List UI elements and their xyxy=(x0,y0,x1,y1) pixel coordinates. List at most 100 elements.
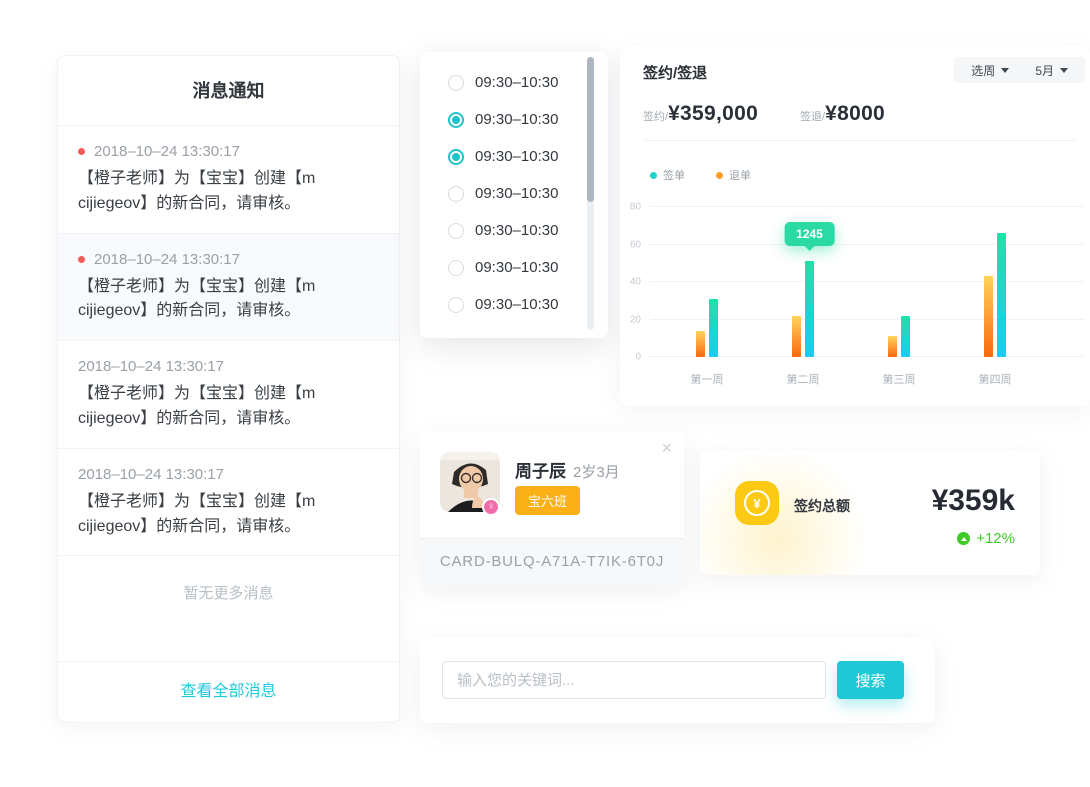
y-axis-tick: 0 xyxy=(635,351,641,363)
view-all-messages-link[interactable]: 查看全部消息 xyxy=(180,683,277,700)
legend-label: 退单 xyxy=(729,170,751,182)
time-option[interactable]: 09:30–10:30 xyxy=(420,138,608,175)
radio-icon[interactable] xyxy=(448,222,464,239)
y-axis-tick: 40 xyxy=(629,276,641,288)
time-option[interactable]: 09:30–10:30 xyxy=(420,101,608,138)
bar-signed[interactable] xyxy=(805,261,814,357)
time-option-label: 09:30–10:30 xyxy=(475,185,559,202)
message-timestamp: 2018–10–24 13:30:17 xyxy=(78,358,224,376)
student-name: 周子辰 2岁3月 xyxy=(515,457,620,482)
divider xyxy=(643,140,1076,141)
close-icon[interactable]: × xyxy=(661,438,672,458)
stat: 签约/¥359,000 xyxy=(643,102,758,126)
time-option[interactable]: 09:30–10:30 xyxy=(420,64,608,101)
message-list: 2018–10–24 13:30:17 【橙子老师】为【宝宝】创建【m cijie… xyxy=(58,126,399,557)
gender-female-icon: ♀ xyxy=(482,498,500,516)
message-item[interactable]: 2018–10–24 13:30:17 【橙子老师】为【宝宝】创建【m cijie… xyxy=(58,449,399,557)
time-option[interactable]: 09:30–10:30 xyxy=(420,212,608,249)
radio-icon[interactable] xyxy=(448,259,464,276)
messages-footer: 查看全部消息 xyxy=(58,661,399,722)
stat-label: 签约/ xyxy=(643,111,669,123)
unread-dot xyxy=(78,148,85,155)
chart-tooltip: 1245 xyxy=(784,222,835,247)
stat: 签退/¥8000 xyxy=(800,102,885,126)
chart-title: 签约/签退 xyxy=(643,65,708,82)
x-axis-label: 第四周 xyxy=(978,374,1012,386)
y-axis-tick: 60 xyxy=(629,239,641,250)
bar-refund[interactable] xyxy=(888,336,897,357)
legend-item-0[interactable]: 签单 xyxy=(650,167,685,183)
search-input[interactable] xyxy=(442,661,826,699)
messages-title: 消息通知 xyxy=(58,56,399,126)
bar-signed[interactable] xyxy=(997,233,1006,357)
filter-dropdown-1[interactable]: 5月 xyxy=(1022,62,1081,79)
no-more-messages-text: 暂无更多消息 xyxy=(183,585,274,603)
chart-legend: 签单 退单 xyxy=(643,167,1090,183)
filter-label: 5月 xyxy=(1035,63,1054,78)
time-option[interactable]: 09:30–10:30 xyxy=(420,175,608,212)
time-option[interactable]: 09:30–10:30 xyxy=(420,286,608,323)
student-profile-card: × ♀ 周子辰 2岁3月 宝六班 CARD-BULQ-A71A-T7IK-6T0J xyxy=(420,432,684,585)
time-option-label: 09:30–10:30 xyxy=(475,74,559,91)
message-item[interactable]: 2018–10–24 13:30:17 【橙子老师】为【宝宝】创建【m cijie… xyxy=(58,233,399,342)
stat-value: ¥359,000 xyxy=(668,102,759,125)
scrollbar-thumb[interactable] xyxy=(587,57,594,202)
summary-amount: ¥359k xyxy=(931,484,1015,517)
legend-item-1[interactable]: 退单 xyxy=(716,167,751,183)
legend-dot xyxy=(650,171,657,179)
bar-group xyxy=(984,233,1006,357)
bar-signed[interactable] xyxy=(901,315,910,357)
message-timestamp: 2018–10–24 13:30:17 xyxy=(78,251,379,268)
chevron-down-icon xyxy=(1060,67,1068,73)
radio-icon[interactable] xyxy=(448,111,464,128)
bar-group xyxy=(696,298,718,357)
search-button[interactable]: 搜索 xyxy=(837,661,904,699)
avatar-image xyxy=(440,452,500,512)
message-text: 【橙子老师】为【宝宝】创建【m cijiegeov】的新合同，请审核。 xyxy=(78,277,316,320)
radio-icon[interactable] xyxy=(448,74,464,91)
y-axis-tick: 80 xyxy=(629,201,641,213)
summary-trend: +12% xyxy=(957,530,1015,547)
gridline xyxy=(650,243,1085,245)
signing-chart-card: 签约/签退 选周 5月 签约/¥359,000 签退/¥8000 签单 退单 0 20 4… xyxy=(620,46,1090,406)
yen-coin-icon: ¥ xyxy=(735,481,779,525)
scrollbar-track[interactable] xyxy=(587,57,594,330)
radio-icon[interactable] xyxy=(448,185,464,202)
bar-group xyxy=(888,315,910,357)
filter-dropdown-0[interactable]: 选周 xyxy=(958,62,1022,79)
time-option-label: 09:30–10:30 xyxy=(475,148,559,165)
stat-label: 签退/ xyxy=(800,111,826,123)
time-option[interactable]: 09:30–10:30 xyxy=(420,249,608,286)
bar-signed[interactable] xyxy=(709,298,718,357)
stat-value: ¥8000 xyxy=(825,102,886,125)
card-number: CARD-BULQ-A71A-T7IK-6T0J xyxy=(420,538,684,585)
yen-symbol: ¥ xyxy=(744,490,770,516)
gridline xyxy=(650,356,1085,357)
class-badge: 宝六班 xyxy=(515,486,581,515)
message-text: 【橙子老师】为【宝宝】创建【m cijiegeov】的新合同，请审核。 xyxy=(78,385,316,427)
y-axis-tick: 20 xyxy=(629,314,641,325)
unread-dot xyxy=(78,255,85,263)
message-item[interactable]: 2018–10–24 13:30:17 【橙子老师】为【宝宝】创建【m cijie… xyxy=(58,341,399,449)
bar-chart-plot: 0 20 40 60 80 第一周 第二周 第三周 第四周 1245 xyxy=(630,202,1085,386)
bar-group xyxy=(792,261,814,357)
radio-icon[interactable] xyxy=(448,148,464,165)
time-option-label: 09:30–10:30 xyxy=(475,259,559,276)
filter-label: 选周 xyxy=(971,63,996,78)
time-option-label: 09:30–10:30 xyxy=(475,222,559,239)
time-slot-dropdown: 09:30–10:30 09:30–10:30 09:30–10:30 09:30–1… xyxy=(420,52,608,338)
trend-up-icon xyxy=(957,532,971,545)
time-option-list: 09:30–10:30 09:30–10:30 09:30–10:30 09:30–1… xyxy=(420,64,608,323)
student-age: 2岁3月 xyxy=(573,464,620,481)
bar-refund[interactable] xyxy=(696,330,705,357)
signing-total-card: ¥ 签约总额 ¥359k +12% xyxy=(700,450,1040,575)
bar-refund[interactable] xyxy=(984,276,993,357)
bar-refund[interactable] xyxy=(792,315,801,357)
legend-dot xyxy=(716,171,723,179)
radio-icon[interactable] xyxy=(448,296,464,313)
gridline xyxy=(650,318,1085,320)
message-item[interactable]: 2018–10–24 13:30:17 【橙子老师】为【宝宝】创建【m cijie… xyxy=(58,126,399,234)
gridline xyxy=(650,206,1085,207)
message-text: 【橙子老师】为【宝宝】创建【m cijiegeov】的新合同，请审核。 xyxy=(78,492,316,535)
x-axis-label: 第二周 xyxy=(786,374,820,386)
